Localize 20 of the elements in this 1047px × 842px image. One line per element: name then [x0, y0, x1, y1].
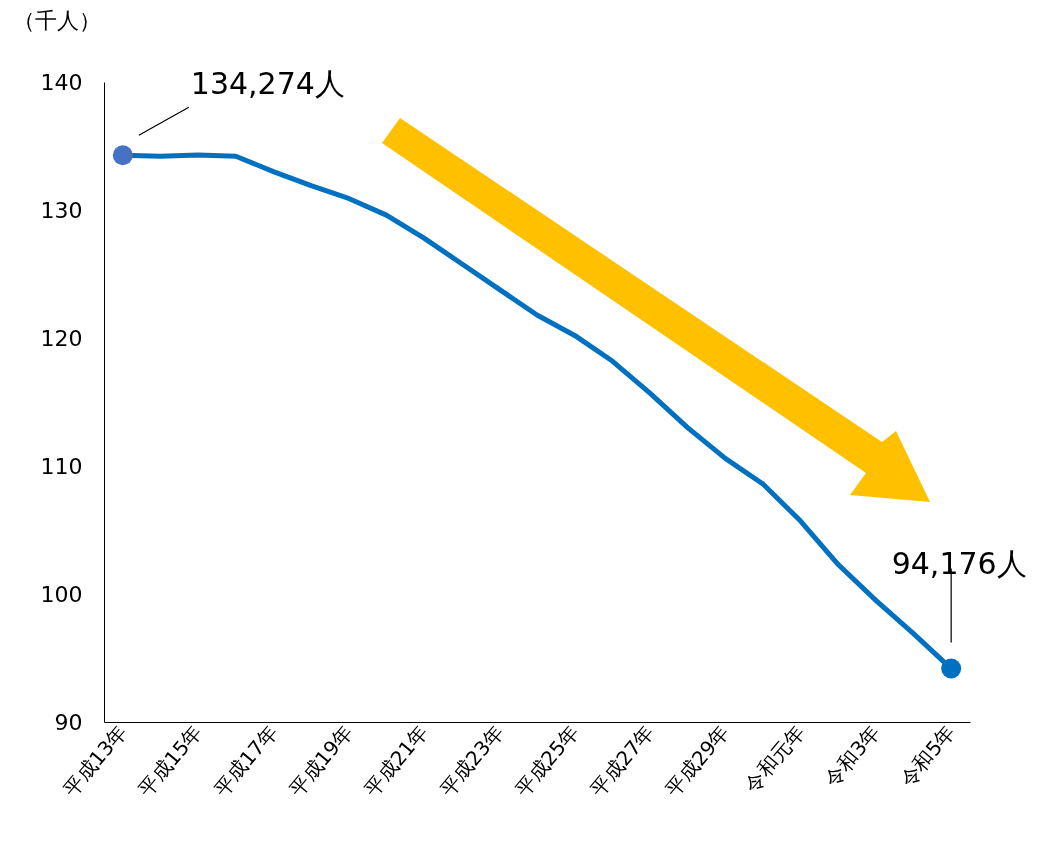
x-tick-label: 平成15年: [133, 720, 208, 802]
x-tick-label: 平成27年: [585, 720, 659, 802]
y-tick-label: 140: [40, 69, 83, 95]
annotation: 134,274人: [190, 66, 345, 102]
annotation: 94,176人: [891, 545, 1027, 581]
x-tick-label: 令和5年: [894, 720, 961, 792]
x-tick-label: 平成29年: [660, 720, 735, 802]
x-tick-label: 令和元年: [739, 720, 810, 797]
x-tick-label: 平成19年: [284, 720, 358, 802]
y-axis-title: （千人）: [12, 7, 101, 33]
y-tick-label: 100: [40, 581, 83, 607]
x-tick-label: 令和3年: [819, 720, 885, 792]
x-tick-label: 平成21年: [359, 720, 433, 802]
y-tick-label: 120: [40, 325, 83, 351]
y-tick-label: 110: [40, 453, 83, 479]
y-tick-label: 130: [40, 197, 83, 223]
x-tick-label: 平成23年: [434, 720, 509, 802]
x-tick-label: 平成25年: [510, 720, 584, 802]
x-tick-label: 平成17年: [209, 720, 283, 802]
y-tick-label: 90: [54, 709, 83, 735]
